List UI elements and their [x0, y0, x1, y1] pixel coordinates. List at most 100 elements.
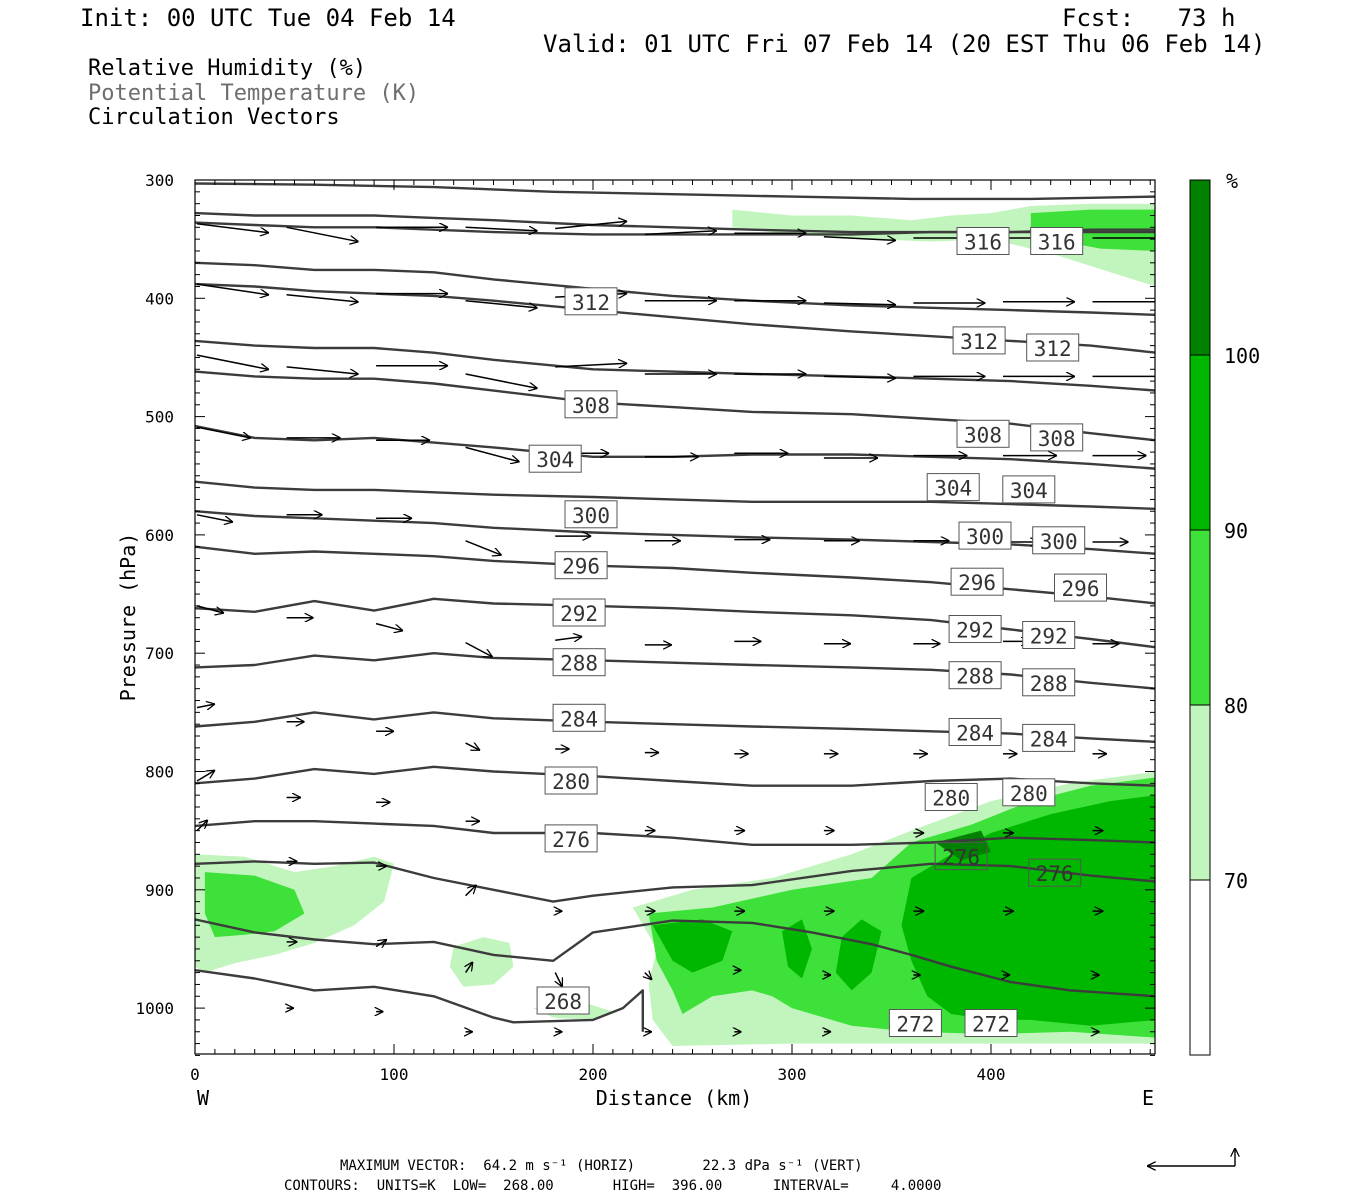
contour-label: 300	[564, 500, 618, 529]
x-tick-label: 100	[380, 1065, 409, 1084]
contour-label-box	[956, 419, 1010, 448]
vector-arrow	[465, 743, 480, 751]
contour-label-text: 292	[956, 619, 994, 643]
vector-arrow	[286, 226, 359, 241]
contour-label: 308	[1030, 423, 1084, 452]
contour-label: 268	[536, 986, 590, 1015]
contour-label-box	[564, 287, 618, 316]
contour-label-text: 300	[572, 504, 610, 528]
contour-label: 292	[948, 615, 1002, 643]
contour-label-box	[528, 444, 582, 473]
contour-label-box	[1030, 227, 1084, 255]
vector-arrow	[196, 605, 224, 613]
contour-label-box	[544, 824, 598, 853]
contour-label-box	[1022, 723, 1076, 752]
contour-label-text: 272	[896, 1013, 934, 1037]
contour-label-text: 296	[958, 571, 996, 595]
contour-label: 312	[952, 326, 1006, 355]
contour-label-text: 292	[560, 602, 598, 626]
vector-arrow	[196, 514, 233, 522]
contour-label-text: 292	[1030, 625, 1068, 649]
vector-arrow	[465, 446, 520, 461]
vector-arrow	[196, 820, 208, 832]
contour-label-box	[1022, 668, 1076, 697]
contour-label-text: 280	[552, 770, 590, 794]
vector-arrow	[823, 303, 896, 305]
vector-arrow	[375, 939, 387, 946]
vector-arrow	[196, 770, 215, 782]
contour-label-box	[1032, 526, 1086, 555]
contour-label: 312	[564, 287, 618, 316]
contour-label: 300	[1032, 526, 1086, 555]
contour-label-text: 308	[1038, 427, 1076, 451]
contour-label-text: 276	[1036, 862, 1074, 886]
contour-label-box	[552, 648, 606, 677]
contour-label-box	[952, 326, 1006, 355]
contour-label: 292	[552, 598, 606, 627]
vector-arrow	[555, 221, 627, 230]
vector-arrow	[375, 622, 403, 631]
theta-contour-280	[195, 820, 1155, 846]
theta-contour-340	[195, 182, 1155, 201]
theta-contour-328	[195, 261, 1155, 317]
contour-label-text: 284	[560, 707, 598, 731]
rh-region-70	[449, 937, 514, 987]
contour-label-text: 308	[572, 394, 610, 418]
contour-label: 276	[544, 824, 598, 853]
theta-contour-312	[195, 424, 1155, 470]
vector-arrow	[645, 973, 652, 980]
contour-label-box	[1002, 778, 1056, 807]
vector-arrow	[555, 363, 627, 367]
x-tick-label: 300	[778, 1065, 807, 1084]
contour-label-text: 288	[560, 652, 598, 676]
y-tick-label: 300	[145, 171, 174, 190]
vector-arrow	[196, 223, 269, 233]
rh-region-100	[935, 830, 991, 861]
contour-label-box	[948, 661, 1002, 690]
contour-label-box	[536, 986, 590, 1015]
contour-label-box	[1054, 573, 1107, 602]
x-end-label-west: W	[197, 1086, 210, 1110]
contour-label-box	[1002, 475, 1056, 504]
field-theta: Potential Temperature (K)	[88, 81, 420, 106]
contour-label-text: 296	[562, 555, 600, 579]
contour-label: 296	[554, 551, 608, 580]
forecast-hour: Fcst: 73 h	[1062, 4, 1236, 32]
vector-arrow	[196, 426, 251, 438]
y-tick-label: 500	[145, 408, 174, 427]
contour-label-text: 272	[972, 1013, 1010, 1037]
contour-label-box	[564, 390, 618, 419]
contour-label-text: 312	[572, 291, 610, 315]
contour-label-text: 304	[536, 448, 574, 472]
contour-label: 316	[956, 227, 1010, 255]
contour-label: 272	[964, 1009, 1018, 1037]
colorbar-label: 90	[1224, 519, 1248, 543]
rh-shading	[195, 203, 1155, 1046]
contour-label-box	[554, 551, 608, 580]
contour-label-box	[924, 783, 978, 811]
contour-label-text: 288	[956, 665, 994, 689]
contour-label-box	[964, 1009, 1018, 1037]
contour-label-box	[926, 473, 980, 502]
axes: 300 400 500 600 700 800 900 1000 0 100 200 300 400	[135, 171, 1155, 1084]
colorbar-label: 70	[1224, 869, 1248, 893]
theta-contour-284	[195, 765, 1155, 787]
rh-region-90	[782, 919, 812, 979]
contour-label-box	[950, 567, 1004, 596]
contour-label: 280	[924, 783, 978, 811]
colorbar-label: 100	[1224, 344, 1260, 368]
contour-label: 316	[1030, 227, 1084, 255]
colorbar-unit: %	[1226, 169, 1238, 193]
contour-label-text: 284	[1030, 727, 1068, 751]
colorbar-swatch	[1189, 704, 1211, 881]
theta-contour-268	[195, 969, 644, 1032]
contour-label: 276	[1028, 858, 1082, 887]
contour-label-text: 296	[1062, 577, 1100, 601]
contour-label: 308	[564, 390, 618, 419]
vector-arrow	[465, 885, 477, 897]
rh-region-80	[204, 872, 305, 938]
vector-arrow	[555, 972, 564, 987]
contour-label-box	[564, 500, 618, 529]
contour-label: 288	[948, 661, 1002, 690]
